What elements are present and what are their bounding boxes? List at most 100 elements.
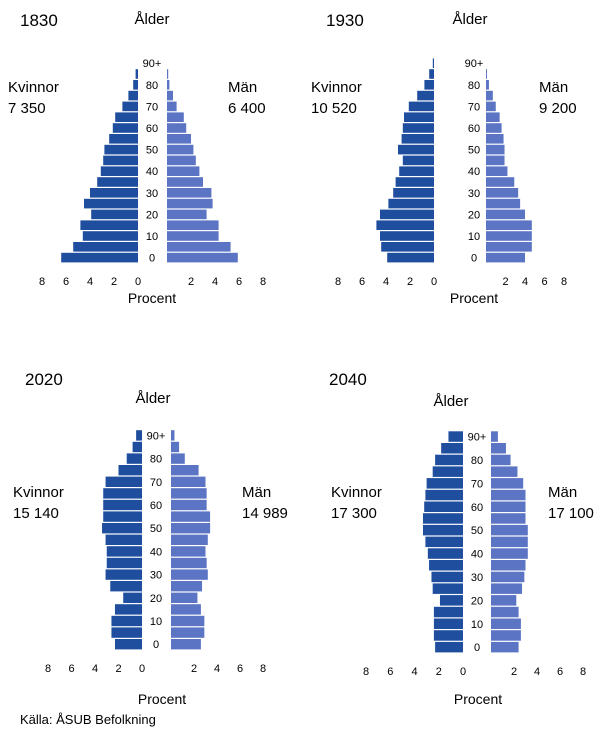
age-tick-label: 20: [468, 209, 480, 221]
x-tick-label: 2: [407, 276, 413, 288]
men-bar: [171, 523, 211, 534]
x-tick-label: 4: [411, 666, 417, 678]
women-label: Kvinnor: [13, 484, 64, 501]
men-bar: [486, 198, 521, 209]
men-total: 9 200: [539, 100, 577, 117]
men-bar: [167, 166, 200, 176]
women-bar: [91, 209, 138, 220]
men-bar: [491, 443, 506, 454]
x-tick-label: 6: [541, 276, 547, 288]
age-tick-label: 90+: [147, 430, 166, 442]
men-bar: [491, 583, 523, 594]
women-bar: [97, 177, 138, 187]
women-bar: [126, 453, 142, 464]
x-tick-label: 6: [557, 666, 563, 678]
women-bar: [123, 592, 142, 603]
women-bar: [432, 466, 463, 477]
women-bar: [136, 430, 142, 441]
x-tick-label: 2: [502, 276, 508, 288]
age-tick-label: 90+: [465, 58, 484, 70]
age-tick-label: 20: [146, 209, 158, 221]
women-bar: [433, 618, 463, 629]
men-label: Män: [539, 79, 568, 96]
men-bar: [486, 166, 508, 176]
women-bar: [73, 242, 138, 252]
men-bar: [486, 112, 500, 122]
men-bar: [171, 592, 198, 603]
x-axis-title: Procent: [138, 691, 186, 707]
age-tick-label: 80: [146, 80, 158, 92]
women-bar: [431, 571, 463, 583]
men-bar: [491, 571, 525, 583]
men-bar: [171, 615, 205, 627]
men-bar: [486, 220, 532, 230]
x-tick-label: 6: [63, 276, 69, 288]
men-bar: [167, 134, 191, 144]
women-bar: [102, 523, 142, 534]
women-bar: [422, 524, 463, 536]
women-bar: [105, 534, 142, 545]
x-tick-label: 6: [359, 276, 365, 288]
men-bar: [167, 242, 231, 252]
men-bar: [171, 569, 208, 580]
x-tick-label: 8: [45, 663, 51, 675]
women-bar: [122, 101, 138, 112]
men-bar: [171, 499, 207, 511]
age-tick-label: 40: [468, 166, 480, 178]
age-axis-title: Ålder: [134, 11, 169, 28]
women-bar: [429, 560, 463, 571]
x-tick-label: 8: [39, 276, 45, 288]
age-tick-label: 10: [150, 616, 162, 628]
women-bar: [448, 431, 463, 442]
men-label: Män: [228, 79, 257, 96]
men-bar: [491, 641, 519, 653]
women-bar: [114, 639, 142, 650]
age-tick-label: 60: [150, 500, 162, 512]
men-bar: [491, 560, 526, 571]
men-bar: [486, 231, 532, 241]
age-tick-label: 30: [146, 188, 158, 200]
women-bar: [112, 123, 138, 133]
x-tick-label: 4: [212, 276, 218, 288]
women-bar: [103, 499, 142, 511]
women-bar: [103, 511, 142, 522]
women-bar: [439, 595, 463, 606]
x-tick-label: 4: [534, 666, 540, 678]
men-bar: [491, 466, 518, 477]
men-bar: [491, 618, 521, 629]
men-bar: [486, 252, 525, 263]
men-bar: [167, 112, 184, 122]
x-tick-label: 2: [188, 276, 194, 288]
men-bar: [167, 90, 173, 101]
women-bar: [106, 546, 142, 557]
x-tick-label: 0: [460, 666, 466, 678]
men-bar: [167, 155, 196, 166]
age-axis-title: Ålder: [452, 11, 487, 28]
men-bar: [491, 536, 528, 548]
men-bar: [171, 488, 207, 499]
age-tick-label: 60: [471, 502, 483, 514]
men-bar: [486, 80, 489, 90]
x-tick-label: 2: [511, 666, 517, 678]
x-tick-label: 8: [335, 276, 341, 288]
women-bar: [135, 69, 138, 79]
year-title: 2040: [329, 370, 367, 389]
age-tick-label: 10: [471, 619, 483, 631]
men-bar: [486, 188, 519, 198]
women-bar: [132, 441, 142, 453]
women-bar: [103, 155, 138, 166]
age-tick-label: 0: [149, 253, 155, 265]
men-bar: [171, 557, 207, 569]
women-bar: [435, 454, 463, 466]
men-bar: [167, 80, 170, 90]
women-bar: [118, 465, 142, 476]
women-total: 15 140: [13, 505, 59, 522]
women-bar: [103, 488, 142, 499]
women-bar: [106, 557, 142, 569]
men-total: 17 100: [548, 505, 594, 522]
x-tick-label: 6: [237, 663, 243, 675]
women-bar: [80, 220, 138, 230]
women-bar: [110, 581, 142, 592]
women-bar: [82, 231, 138, 241]
